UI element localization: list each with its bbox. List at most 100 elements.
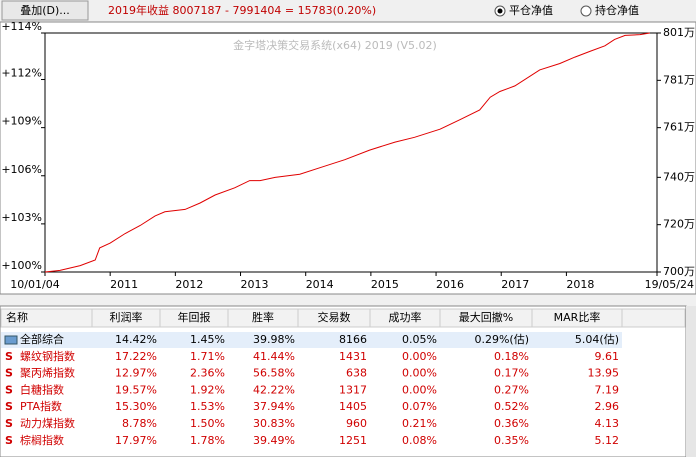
y-tick-label: +103% bbox=[1, 211, 42, 224]
row-name[interactable]: 动力煤指数 bbox=[20, 416, 75, 430]
cell: 39.98% bbox=[253, 333, 295, 346]
column-header[interactable]: 胜率 bbox=[252, 310, 274, 324]
cell: 4.13 bbox=[595, 417, 620, 430]
column-header[interactable]: MAR比率 bbox=[554, 310, 601, 324]
cell: 1.50% bbox=[190, 417, 225, 430]
s-icon: S bbox=[5, 434, 13, 447]
cell: 12.97% bbox=[115, 367, 157, 380]
x-tick-label: 2017 bbox=[501, 278, 529, 291]
cell: 0.00% bbox=[402, 367, 437, 380]
row-name[interactable]: 螺纹钢指数 bbox=[20, 349, 75, 363]
radio[interactable] bbox=[580, 5, 592, 17]
scrollbar[interactable] bbox=[686, 306, 696, 457]
cell: 13.95 bbox=[588, 367, 620, 380]
summary: 2019年收益 8007187 - 7991404 = 15783(0.20%) bbox=[108, 3, 376, 17]
y-tick-label: +112% bbox=[1, 67, 42, 80]
cell: 9.61 bbox=[595, 350, 620, 363]
watermark: 金字塔决策交易系统(x64) 2019 (V5.02) bbox=[233, 38, 437, 52]
column-header[interactable]: 成功率 bbox=[389, 310, 422, 324]
cell: 14.42% bbox=[115, 333, 157, 346]
cell: 0.00% bbox=[402, 350, 437, 363]
cell: 19.57% bbox=[115, 383, 157, 396]
radio-label[interactable]: 平仓净值 bbox=[509, 3, 553, 17]
cell: 1.53% bbox=[190, 400, 225, 413]
x-tick-label: 2018 bbox=[566, 278, 594, 291]
cell: 17.22% bbox=[115, 350, 157, 363]
cell: 638 bbox=[346, 367, 367, 380]
column-header[interactable]: 名称 bbox=[6, 310, 28, 324]
cell: 0.17% bbox=[494, 367, 529, 380]
cell: 2.36% bbox=[190, 367, 225, 380]
overlay-button[interactable] bbox=[1, 0, 89, 21]
cell: 0.35% bbox=[494, 434, 529, 447]
cell: 1.78% bbox=[190, 434, 225, 447]
y2-tick-label: 801万 bbox=[663, 26, 695, 39]
cell: 0.08% bbox=[402, 434, 437, 447]
x-tick-label: 2011 bbox=[110, 278, 138, 291]
cell: 1405 bbox=[339, 400, 367, 413]
overlay-button-label[interactable]: 叠加(D)... bbox=[20, 4, 70, 17]
s-icon: S bbox=[5, 383, 13, 396]
y-tick-label: +109% bbox=[1, 115, 42, 128]
x-tick-label: 2014 bbox=[306, 278, 334, 291]
cell: 0.00% bbox=[402, 383, 437, 396]
plot-frame bbox=[44, 32, 658, 273]
s-icon: S bbox=[5, 400, 13, 413]
s-icon: S bbox=[5, 367, 13, 380]
cell: 1431 bbox=[339, 350, 367, 363]
cell: 0.27% bbox=[494, 383, 529, 396]
x-tick-label: 2012 bbox=[175, 278, 203, 291]
equity-line bbox=[44, 32, 650, 273]
y-tick-label: +114% bbox=[1, 20, 42, 33]
y2-tick-label: 720万 bbox=[663, 218, 695, 231]
cell: 1.92% bbox=[190, 383, 225, 396]
cell: 17.97% bbox=[115, 434, 157, 447]
row-name[interactable]: 全部综合 bbox=[20, 332, 64, 346]
cell: 1.45% bbox=[190, 333, 225, 346]
cell: 42.22% bbox=[253, 383, 295, 396]
cell: 15.30% bbox=[115, 400, 157, 413]
cell: 0.21% bbox=[402, 417, 437, 430]
cell: 960 bbox=[346, 417, 367, 430]
column-header[interactable]: 交易数 bbox=[318, 310, 351, 324]
x-tick-label: 10/01/04 bbox=[10, 278, 59, 291]
cell: 0.52% bbox=[494, 400, 529, 413]
y2-tick-label: 761万 bbox=[663, 121, 695, 134]
row-highlight bbox=[1, 332, 622, 348]
cell: 41.44% bbox=[253, 350, 295, 363]
y2-tick-label: 700万 bbox=[663, 265, 695, 278]
cell: 39.49% bbox=[253, 434, 295, 447]
cell: 0.18% bbox=[494, 350, 529, 363]
cell: 1.71% bbox=[190, 350, 225, 363]
y-tick-label: +106% bbox=[1, 163, 42, 176]
cell: 1251 bbox=[339, 434, 367, 447]
cell: 0.29%(估) bbox=[474, 333, 529, 346]
cell: 56.58% bbox=[253, 367, 295, 380]
x-tick-label: 2013 bbox=[241, 278, 269, 291]
cell: 8.78% bbox=[122, 417, 157, 430]
column-header[interactable]: 最大回撤% bbox=[459, 310, 513, 324]
cell: 8166 bbox=[339, 333, 367, 346]
row-name[interactable]: 白糖指数 bbox=[20, 382, 64, 396]
radio-dot bbox=[497, 8, 503, 14]
table-header bbox=[0, 308, 686, 328]
cell: 5.12 bbox=[595, 434, 620, 447]
x-tick-label: 2016 bbox=[436, 278, 464, 291]
cell: 7.19 bbox=[595, 383, 620, 396]
cell: 2.96 bbox=[595, 400, 620, 413]
row-name[interactable]: 棕榈指数 bbox=[20, 433, 64, 447]
y2-tick-label: 781万 bbox=[663, 73, 695, 86]
cell: 0.36% bbox=[494, 417, 529, 430]
x-tick-label: 2015 bbox=[371, 278, 399, 291]
cell: 30.83% bbox=[253, 417, 295, 430]
row-name[interactable]: PTA指数 bbox=[20, 399, 62, 413]
s-icon: S bbox=[5, 417, 13, 430]
table-panel bbox=[0, 305, 687, 457]
cell: 0.07% bbox=[402, 400, 437, 413]
x-tick-label: 19/05/24 bbox=[645, 278, 694, 291]
column-header[interactable]: 利润率 bbox=[110, 310, 143, 324]
row-name[interactable]: 聚丙烯指数 bbox=[20, 366, 75, 380]
radio-label[interactable]: 持仓净值 bbox=[595, 3, 639, 17]
column-header[interactable]: 年回报 bbox=[178, 310, 211, 324]
